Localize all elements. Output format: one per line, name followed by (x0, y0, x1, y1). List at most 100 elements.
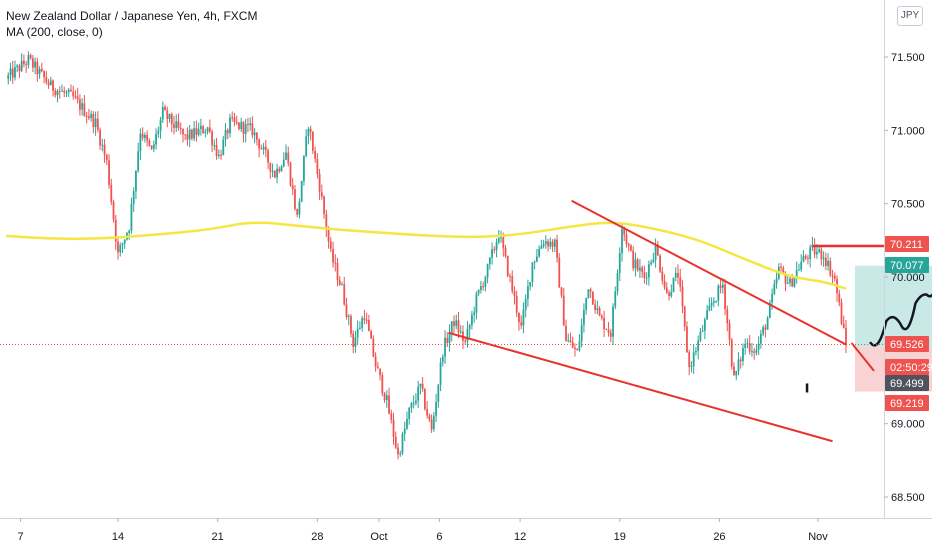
candle (329, 237, 332, 253)
lower-wedge-trendline[interactable] (448, 331, 833, 443)
stop-trendline[interactable] (850, 342, 875, 372)
candlesticks (7, 51, 847, 460)
candle (150, 145, 153, 150)
candle (401, 431, 404, 455)
candle (376, 362, 379, 369)
candle (562, 287, 565, 326)
price-tag-label: 69.499 (890, 378, 924, 390)
candle (347, 314, 350, 326)
candle (29, 53, 32, 60)
candle (316, 153, 319, 179)
price-axis[interactable]: 71.500 71.000 70.500 70.000 69.000 68.500 (884, 52, 925, 504)
candle (244, 118, 247, 143)
candle (175, 114, 178, 133)
candle (488, 256, 491, 270)
candle (128, 229, 131, 240)
candle (571, 336, 574, 349)
candle (412, 395, 415, 409)
currency-badge[interactable]: JPY (897, 6, 923, 26)
candle (538, 245, 541, 258)
candle (197, 122, 200, 137)
candle (255, 132, 258, 146)
x-tick-label: 28 (311, 531, 323, 543)
candle (114, 214, 117, 251)
candle (813, 238, 816, 259)
ma-200-line[interactable] (5, 221, 847, 290)
candle (634, 252, 637, 277)
candle (477, 289, 480, 296)
candle (775, 270, 778, 289)
candle (551, 239, 554, 253)
candle (155, 128, 157, 150)
candle (479, 280, 482, 294)
candle (278, 166, 281, 174)
candle (287, 146, 290, 167)
candle (70, 84, 72, 92)
candle (542, 239, 545, 249)
candle (204, 128, 207, 138)
candle (267, 148, 269, 170)
candle (717, 284, 720, 307)
projection-path[interactable] (869, 255, 932, 347)
candle (547, 238, 549, 252)
x-tick-label: 26 (713, 531, 725, 543)
candle (441, 354, 444, 367)
drawings (448, 199, 932, 443)
candle (627, 242, 630, 252)
candle (748, 335, 751, 355)
candle (807, 254, 809, 265)
candle (202, 124, 205, 134)
candle (90, 110, 93, 122)
candle (112, 199, 115, 223)
candle (739, 356, 742, 369)
target-zone[interactable] (854, 265, 932, 348)
candle (430, 414, 433, 433)
candle (379, 368, 381, 381)
candle (7, 72, 10, 85)
candle (701, 324, 704, 333)
candle (14, 60, 16, 81)
candle (802, 250, 805, 263)
candle (191, 128, 193, 141)
candle (399, 450, 402, 457)
candle (11, 60, 14, 84)
candle (23, 54, 25, 68)
candle (645, 272, 648, 285)
candle (101, 138, 104, 152)
symbol-title[interactable]: New Zealand Dollar / Japanese Yen, 4h, F… (6, 9, 258, 23)
candle (260, 144, 263, 150)
candle (229, 113, 231, 138)
candle (668, 290, 670, 301)
indicator-label[interactable]: MA (200, close, 0) (6, 25, 103, 39)
candle (61, 84, 63, 92)
price-tag-label: 70.211 (890, 239, 923, 251)
candle (300, 180, 303, 203)
candle (744, 338, 747, 355)
candle (453, 315, 455, 333)
candle (795, 261, 798, 284)
candle (303, 155, 305, 186)
candle (421, 377, 424, 392)
candle (137, 142, 140, 173)
candle (576, 347, 579, 351)
candle (271, 163, 274, 178)
candle (630, 243, 632, 252)
candle (674, 267, 677, 282)
y-tick-label: 70.000 (891, 272, 925, 284)
time-axis[interactable]: 7 14 21 28 Oct 6 12 19 26 Nov (17, 518, 828, 543)
candle (448, 324, 451, 352)
candle (798, 263, 800, 271)
candle (565, 319, 567, 342)
candle (233, 112, 236, 127)
candle (222, 135, 225, 156)
candle (437, 383, 440, 408)
candle (361, 315, 364, 332)
candle (695, 346, 697, 356)
upper-wedge-trendline[interactable] (571, 199, 847, 346)
candle (428, 413, 431, 422)
candle (40, 62, 43, 73)
candle (759, 329, 762, 349)
candle (177, 113, 180, 131)
candle (742, 343, 744, 366)
